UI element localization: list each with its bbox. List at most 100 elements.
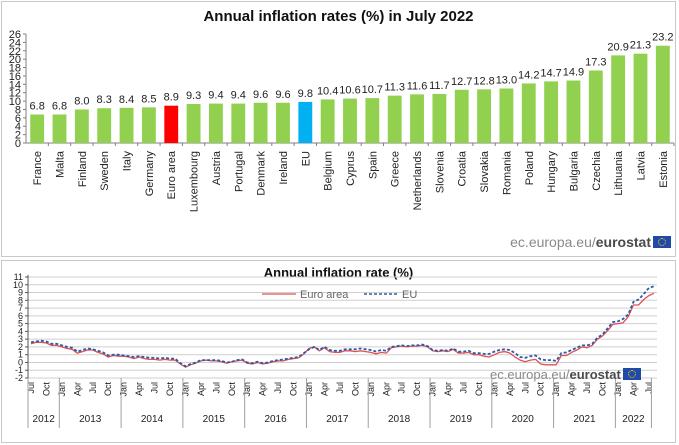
x-month-label: Jan xyxy=(489,382,499,397)
x-year-label: 2019 xyxy=(450,414,473,425)
x-month-label: Oct xyxy=(350,382,360,397)
credit-prefix: ec.europa.eu/ xyxy=(510,234,596,250)
x-month-label: Oct xyxy=(227,382,237,397)
y-tick-label: -2 xyxy=(15,373,23,383)
x-year-label: 2016 xyxy=(264,414,287,425)
x-month-label: Jan xyxy=(119,382,129,397)
x-month-label: Oct xyxy=(474,382,484,397)
y-tick-label: 4 xyxy=(18,326,23,336)
x-month-label: Apr xyxy=(443,382,453,396)
x-tick-label: Greece xyxy=(390,151,402,187)
data-label: 9.4 xyxy=(208,90,223,102)
x-tick-label: Slovakia xyxy=(479,150,491,192)
credit-brand: eurostat xyxy=(569,367,621,382)
x-tick-label: Czechia xyxy=(591,150,603,191)
y-tick-label: 1 xyxy=(18,350,23,360)
data-label: 8.5 xyxy=(141,93,156,105)
bar xyxy=(432,93,447,143)
x-month-label: Oct xyxy=(103,382,113,397)
x-tick-label: Hungary xyxy=(546,151,558,193)
y-tick-label: 0 xyxy=(18,357,23,367)
bar-chart-panel: Annual inflation rates (%) in July 2022 … xyxy=(1,1,676,257)
x-tick-label: Finland xyxy=(77,151,89,187)
y-tick-label: 20 xyxy=(9,54,21,66)
y-tick-label: 6 xyxy=(15,113,21,125)
data-label: 10.7 xyxy=(362,84,383,96)
x-month-label: Jul xyxy=(26,382,36,394)
bar xyxy=(611,55,626,143)
data-label: 21.3 xyxy=(630,40,651,52)
x-month-label: Jul xyxy=(644,382,654,394)
x-tick-label: Cyprus xyxy=(345,151,357,186)
x-tick-label: Slovenia xyxy=(434,150,446,193)
bar xyxy=(74,109,89,143)
x-tick-label: Ireland xyxy=(278,151,290,185)
bar xyxy=(499,88,514,143)
x-month-label: Apr xyxy=(196,382,206,396)
bar xyxy=(655,45,670,143)
data-label: 17.3 xyxy=(585,56,606,68)
bar xyxy=(298,101,313,143)
bar xyxy=(454,89,469,143)
x-month-label: Oct xyxy=(412,382,422,397)
data-label: 23.2 xyxy=(652,32,673,44)
x-tick-label: Sweden xyxy=(99,151,111,191)
y-tick-label: 3 xyxy=(18,334,23,344)
data-label: 14.7 xyxy=(540,67,561,79)
bar xyxy=(588,70,603,143)
x-month-label: Jul xyxy=(88,382,98,394)
eurostat-credit: ec.europa.eu/eurostat xyxy=(510,234,671,250)
x-month-label: Jan xyxy=(304,382,314,397)
y-tick-label: 10 xyxy=(9,96,21,108)
x-month-label: Apr xyxy=(567,382,577,396)
bar xyxy=(30,114,45,143)
bar xyxy=(52,114,67,143)
line-chart-title: Annual inflation rate (%) xyxy=(263,265,414,280)
x-month-label: Jul xyxy=(273,382,283,394)
x-year-label: 2013 xyxy=(79,414,102,425)
x-tick-label: Portugal xyxy=(233,151,245,192)
data-label: 12.8 xyxy=(473,75,494,87)
x-month-label: Apr xyxy=(258,382,268,396)
y-tick-label: 2 xyxy=(15,130,21,142)
data-label: 9.3 xyxy=(186,90,201,102)
y-tick-label: 26 xyxy=(9,29,21,41)
y-tick-label: 11 xyxy=(14,272,23,282)
x-tick-label: Estonia xyxy=(658,150,670,188)
bar xyxy=(343,98,357,143)
bar xyxy=(186,104,201,143)
bar xyxy=(141,107,156,143)
x-month-label: Jan xyxy=(180,382,190,397)
bar xyxy=(566,80,581,143)
x-month-label: Apr xyxy=(628,382,638,396)
bar xyxy=(633,53,648,144)
x-tick-label: Denmark xyxy=(256,151,268,196)
x-tick-label: Romania xyxy=(501,150,513,195)
x-month-label: Jul xyxy=(582,382,592,394)
x-month-label: Jan xyxy=(428,382,438,397)
x-tick-label: Luxembourg xyxy=(189,151,201,212)
data-label: 11.7 xyxy=(429,80,450,92)
bar xyxy=(253,102,268,143)
data-label: 9.6 xyxy=(275,89,290,101)
y-tick-label: 9 xyxy=(18,288,23,298)
y-tick-label: 14 xyxy=(9,79,21,91)
x-month-label: Apr xyxy=(134,382,144,396)
x-month-label: Oct xyxy=(165,382,175,397)
data-label: 6.8 xyxy=(30,100,45,112)
bar-chart: 024681012141618202224266.8France6.8Malta… xyxy=(9,29,675,212)
x-tick-label: Euro area xyxy=(166,150,178,199)
y-tick-label: 2 xyxy=(18,342,23,352)
x-month-label: Jan xyxy=(366,382,376,397)
y-tick-label: -1 xyxy=(15,365,23,375)
x-tick-label: Croatia xyxy=(457,150,469,186)
x-month-label: Jul xyxy=(458,382,468,394)
data-label: 20.9 xyxy=(607,41,628,53)
bar xyxy=(97,108,112,143)
bar xyxy=(320,99,335,143)
x-tick-label: Netherlands xyxy=(412,151,424,211)
y-tick-label: 0 xyxy=(15,138,21,150)
y-tick-label: 18 xyxy=(9,63,21,75)
y-tick-label: 12 xyxy=(9,88,21,100)
